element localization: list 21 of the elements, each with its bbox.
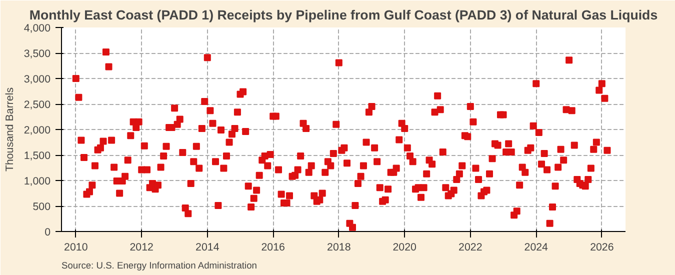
y-tick-label: 4,000: [24, 22, 51, 34]
x-tick-label: 2016: [261, 242, 286, 254]
y-tick-label: 500: [32, 201, 51, 213]
chart-title: Monthly East Coast (PADD 1) Receipts by Pipeline from Gulf Coast (PADD 3) of Natural Gas Liquids: [29, 8, 658, 22]
y-tick-label: 2,000: [24, 124, 51, 136]
y-tick-label: 3,000: [24, 74, 51, 86]
source-note: Source: U.S. Energy Information Administration: [62, 260, 257, 270]
x-tick-label: 2026: [590, 242, 614, 254]
x-tick-label: 2020: [392, 242, 417, 254]
x-tick-label: 2018: [327, 242, 351, 254]
y-tick-label: 0: [44, 226, 51, 238]
y-tick-label: 1,000: [24, 176, 51, 188]
y-tick-label: 3,500: [24, 48, 51, 60]
x-tick-label: 2010: [64, 242, 88, 254]
y-tick-label: 2,500: [24, 99, 51, 111]
y-tick-label: 1,500: [24, 150, 51, 162]
x-tick-label: 2022: [458, 242, 482, 254]
x-tick-label: 2012: [130, 242, 154, 254]
x-tick-label: 2024: [524, 242, 548, 254]
y-axis-title: Thousand Barrels: [4, 87, 16, 172]
x-tick-label: 2014: [196, 242, 220, 254]
